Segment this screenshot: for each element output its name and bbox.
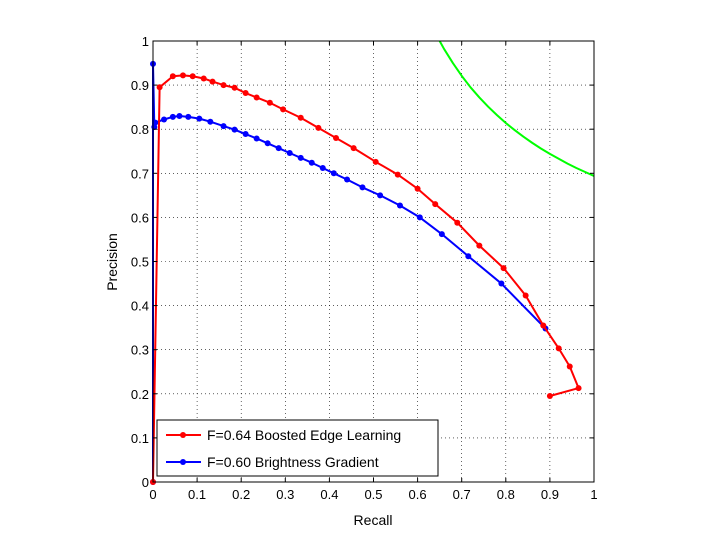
series-0-point — [169, 73, 176, 80]
x-tick-label: 0.1 — [188, 487, 206, 502]
series-1-point — [416, 214, 423, 221]
series-0-point — [315, 124, 322, 131]
curves-layer — [150, 40, 595, 485]
series-1-point — [207, 118, 214, 125]
series-1-point — [498, 280, 505, 287]
ticks-layer: 0 0.1 0.2 0.3 0.4 0.5 0.6 0.7 0.8 0.9 1 0 0.1 0.2 0.3 0… — [131, 34, 598, 502]
y-tick-label: 0.3 — [131, 343, 149, 358]
series-0-point — [297, 114, 304, 121]
series-1-point — [377, 192, 384, 199]
y-tick-label: 1 — [142, 34, 149, 49]
series-1-point — [264, 140, 271, 147]
series-1-point — [465, 253, 472, 260]
series-line-2 — [438, 40, 595, 177]
series-0-point — [350, 145, 357, 152]
series-1-point — [176, 112, 183, 119]
series-0-point — [540, 322, 547, 329]
legend-label-red: F=0.64 Boosted Edge Learning — [207, 427, 401, 443]
x-tick-label: 0.3 — [276, 487, 294, 502]
series-1-point — [330, 170, 337, 177]
series-1-point — [359, 184, 366, 191]
series-1-point — [196, 115, 203, 122]
x-tick-label: 0.4 — [320, 487, 338, 502]
series-0-point — [189, 73, 196, 80]
series-1-point — [169, 113, 176, 120]
series-0-point — [476, 242, 483, 249]
series-0-point — [280, 106, 287, 113]
legend: F=0.64 Boosted Edge Learning F=0.60 Brig… — [156, 419, 439, 477]
y-tick-label: 0.9 — [131, 78, 149, 93]
y-tick-label: 0.4 — [131, 299, 149, 314]
series-1-point — [152, 119, 159, 126]
series-1-point — [438, 231, 445, 238]
series-1-point — [161, 116, 168, 123]
legend-box — [156, 419, 439, 477]
series-0-point — [179, 72, 186, 79]
series-0-point — [333, 135, 340, 142]
series-0-point — [575, 385, 582, 392]
x-tick-label: 0 — [149, 487, 156, 502]
series-0-point — [372, 158, 379, 165]
y-tick-label: 0.1 — [131, 431, 149, 446]
x-tick-label: 0.7 — [453, 487, 471, 502]
y-tick-label: 0.8 — [131, 122, 149, 137]
y-tick-label: 0.6 — [131, 210, 149, 225]
legend-marker-red — [180, 432, 186, 438]
legend-label-blue: F=0.60 Brightness Gradient — [207, 454, 379, 470]
x-axis-title: Recall — [354, 512, 393, 528]
x-tick-label: 0.9 — [541, 487, 559, 502]
series-1-point — [286, 150, 293, 157]
y-tick-label: 0.5 — [131, 255, 149, 270]
legend-marker-blue — [180, 459, 186, 465]
y-tick-label: 0.2 — [131, 387, 149, 402]
y-tick-label: 0.7 — [131, 166, 149, 181]
series-0-point — [555, 345, 562, 352]
x-tick-label: 0.2 — [232, 487, 250, 502]
series-0-point — [200, 75, 207, 82]
series-0-point — [156, 84, 163, 91]
series-0-point — [242, 90, 249, 97]
series-1-point — [297, 154, 304, 161]
series-1-point — [308, 159, 315, 166]
series-1-point — [242, 131, 249, 138]
series-1-point — [220, 123, 227, 130]
series-1-point — [319, 165, 326, 172]
series-1-point — [185, 113, 192, 120]
series-0-point — [253, 94, 260, 101]
series-0-point — [432, 201, 439, 208]
series-0-point — [266, 99, 273, 106]
series-1-point — [344, 176, 351, 183]
series-0-point — [220, 82, 227, 89]
x-tick-label: 0.6 — [409, 487, 427, 502]
series-0-point — [522, 292, 529, 299]
series-0-point — [500, 265, 507, 272]
x-tick-label: 0.8 — [497, 487, 515, 502]
series-1-point — [275, 145, 282, 152]
x-tick-label: 0.5 — [364, 487, 382, 502]
y-axis-title: Precision — [104, 233, 120, 291]
series-0-point — [394, 171, 401, 178]
series-1-point — [396, 202, 403, 209]
series-1-point — [253, 135, 260, 142]
series-0-point — [209, 78, 216, 85]
series-0-point — [566, 363, 573, 370]
series-0-point — [414, 185, 421, 192]
series-0-point — [546, 393, 553, 400]
y-tick-label: 0 — [142, 475, 149, 490]
series-1-point — [231, 126, 238, 133]
series-0-point — [231, 84, 238, 91]
x-tick-label: 1 — [590, 487, 597, 502]
series-0-point — [454, 219, 461, 226]
